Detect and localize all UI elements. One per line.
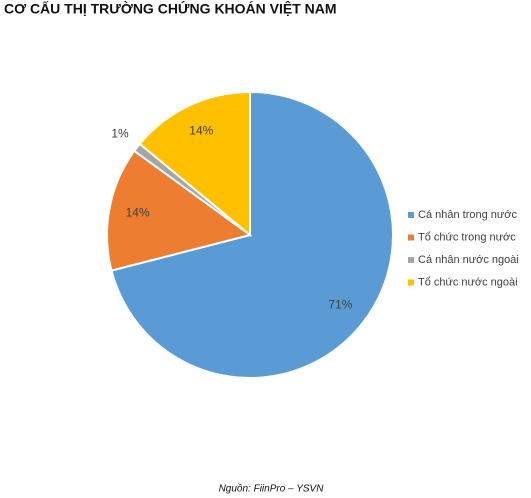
legend-swatch: [408, 234, 414, 241]
pie-slice: [106, 149, 253, 272]
data-label: 1%: [111, 126, 129, 140]
chart-title: CƠ CẤU THỊ TRƯỜNG CHỨNG KHOÁN VIỆT NAM: [4, 0, 337, 17]
legend-label: Tổ chức nước ngoài: [418, 276, 518, 288]
legend-label: Cá nhân nước ngoài: [418, 254, 519, 266]
legend-swatch: [408, 212, 414, 218]
source-note: Nguồn: FiinPro – YSVN: [219, 483, 325, 495]
pie-slice: [138, 90, 251, 238]
legend-swatch: [408, 257, 414, 263]
legend-label: Tổ chức trong nước: [418, 231, 516, 243]
data-label: 71%: [328, 297, 352, 311]
legend-swatch: [408, 279, 414, 286]
pie-slice: [110, 90, 394, 379]
legend-label: Cá nhân trong nước: [418, 209, 517, 221]
data-label: 14%: [189, 124, 213, 138]
data-label: 14%: [126, 206, 150, 220]
